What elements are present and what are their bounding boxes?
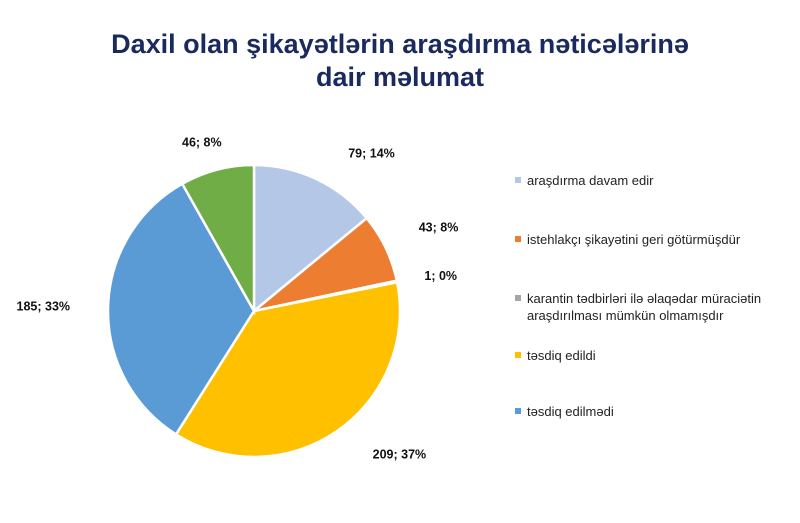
data-label: 43; 8% — [419, 220, 459, 234]
legend-item: təsdiq edildi — [515, 347, 800, 364]
legend-swatch — [515, 408, 521, 414]
pie-slice — [174, 280, 402, 459]
data-label: 79; 14% — [348, 147, 395, 161]
legend-swatch — [515, 177, 521, 183]
data-label: 1; 0% — [424, 269, 457, 283]
legend-swatch — [515, 352, 521, 358]
legend-label: təsdiq edildi — [527, 348, 596, 363]
title-line: Daxil olan şikayətlərin araşdırma nəticə… — [111, 29, 689, 59]
legend-label: karantin tədbirləri ilə əlaqədar müraciə… — [527, 291, 762, 323]
legend-item: istehlakçı şikayətini geri götürmüşdür — [515, 231, 800, 248]
legend-swatch — [515, 236, 521, 242]
legend-item: karantin tədbirləri ilə əlaqədar müraciə… — [515, 290, 800, 324]
legend-label: araşdırma davam edir — [527, 173, 654, 188]
data-label: 209; 37% — [373, 447, 427, 461]
title-line: dair məlumat — [315, 62, 485, 92]
data-label: 185; 33% — [17, 300, 71, 314]
legend-item: araşdırma davam edir — [515, 172, 800, 189]
data-label: 46; 8% — [182, 136, 222, 150]
legend-label: istehlakçı şikayətini geri götürmüşdür — [527, 232, 741, 247]
legend-label: təsdiq edilmədi — [527, 404, 614, 419]
pie-slice — [252, 163, 369, 314]
legend-swatch — [515, 295, 521, 301]
pie-slice — [180, 163, 256, 316]
chart-title: Daxil olan şikayətlərin araşdırma nəticə… — [0, 28, 800, 94]
legend-item: təsdiq edilmədi — [515, 403, 800, 420]
